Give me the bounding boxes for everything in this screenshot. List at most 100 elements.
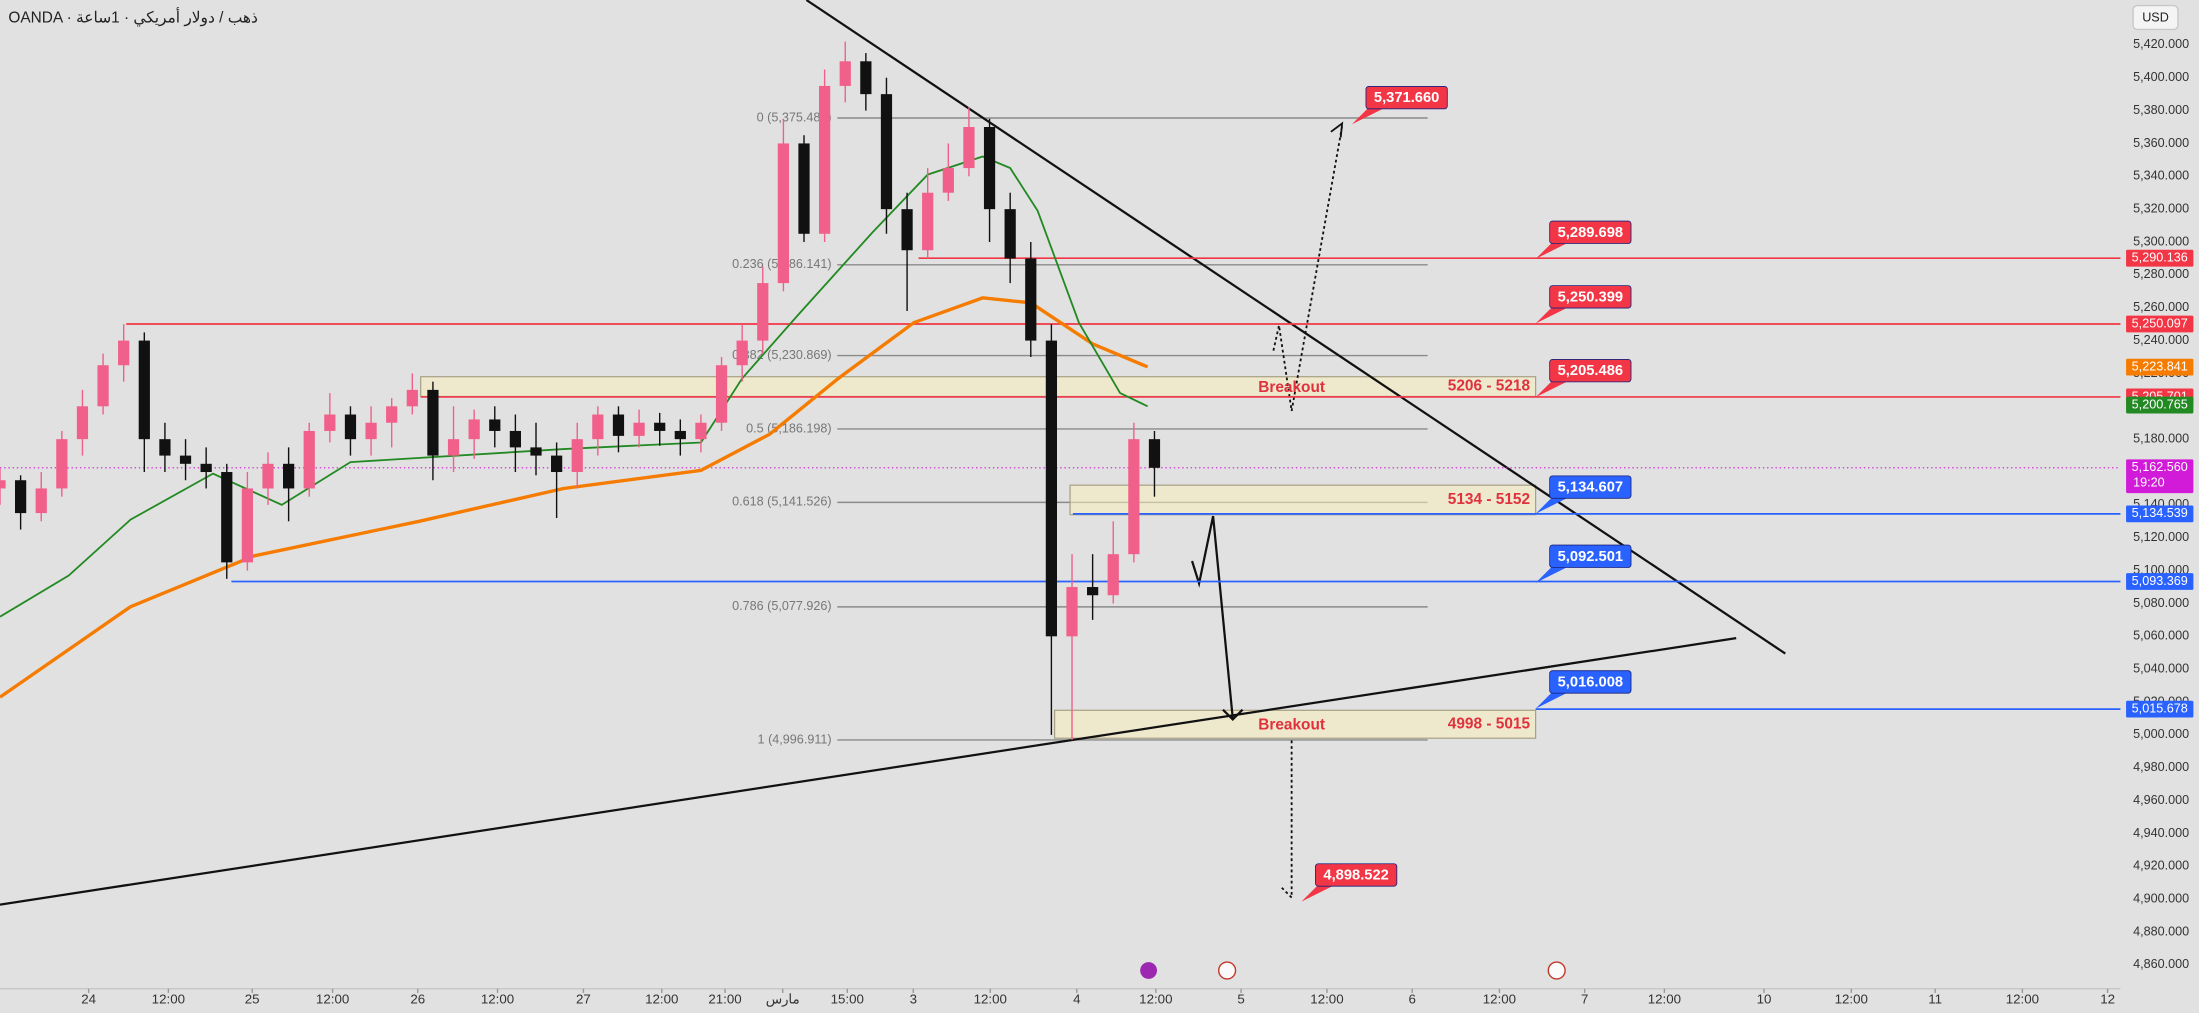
event-icon[interactable] <box>1218 961 1237 980</box>
callout-pointer <box>1535 690 1567 709</box>
y-tick-label: 5,080.000 <box>2133 596 2189 610</box>
y-tick-label: 5,060.000 <box>2133 629 2189 643</box>
x-tick-label: 11 <box>1928 991 1942 1006</box>
candle-body <box>963 127 975 169</box>
x-tick-label: 12:00 <box>1483 991 1516 1006</box>
zone-label: 5206 - 5218 <box>1448 378 1531 395</box>
x-tick-label: 12:00 <box>974 991 1007 1006</box>
callout-pointer <box>1535 305 1567 324</box>
callout-label: 5,289.698 <box>1558 225 1623 241</box>
candle-body <box>509 430 522 448</box>
candle-body <box>819 85 831 234</box>
price-tag <box>2126 573 2194 590</box>
price-tag <box>2126 396 2194 414</box>
candle-body <box>633 422 645 436</box>
fib-label: 0.786 (5,077.926) <box>732 599 832 613</box>
candle-body <box>757 283 769 341</box>
y-tick-label: 5,320.000 <box>2133 201 2189 215</box>
candle-body <box>159 439 171 456</box>
candle-body <box>241 488 253 563</box>
callout-box <box>1549 475 1632 499</box>
projection-arrow <box>1272 126 1344 412</box>
candle-body <box>76 406 89 440</box>
candle-body <box>489 419 501 431</box>
zone <box>1069 484 1537 516</box>
callout-pointer <box>1535 240 1567 259</box>
price-tag <box>2126 459 2194 494</box>
fib-label: 0.618 (5,141.526) <box>732 495 832 509</box>
x-tick-label: 24 <box>81 991 96 1006</box>
candle-body <box>674 430 686 440</box>
price-tag-label: 5,093.369 <box>2132 574 2188 588</box>
x-tick-label: 26 <box>410 991 425 1006</box>
callout-box <box>1549 670 1632 694</box>
x-tick-label: 15:00 <box>831 991 864 1006</box>
arrow-head <box>1330 121 1344 138</box>
y-tick-label: 4,900.000 <box>2133 892 2189 906</box>
y-tick-label: 4,980.000 <box>2133 760 2189 774</box>
candle-body <box>118 340 130 366</box>
candle-body <box>344 414 357 440</box>
x-tick-label: 12:00 <box>1835 991 1868 1006</box>
grid-layer: 0 (5,375.484)0.236 (5,286.141)0.382 (5,2… <box>420 44 2127 966</box>
zone <box>1054 709 1537 739</box>
projection-arrow <box>1190 515 1234 719</box>
y-tick-label: 4,940.000 <box>2133 826 2189 840</box>
trend-line <box>0 637 1737 906</box>
callout-label: 5,205.486 <box>1558 363 1623 379</box>
price-tag-countdown: 19:20 <box>2133 476 2165 490</box>
candle-body <box>1128 439 1140 555</box>
candle-body <box>571 439 583 473</box>
callout-box <box>1315 863 1398 887</box>
price-tag <box>2126 315 2194 333</box>
currency-button[interactable] <box>2132 4 2179 31</box>
candle-body <box>777 143 790 284</box>
candle-body <box>901 209 913 251</box>
callout-label: 4,898.522 <box>1323 868 1388 884</box>
price-tag <box>2126 505 2194 523</box>
callout-pointer <box>1301 883 1333 902</box>
x-tick-label: 10 <box>1757 991 1772 1006</box>
candle-body <box>1045 340 1058 637</box>
event-icon[interactable] <box>1547 961 1566 980</box>
candle-body <box>406 389 418 407</box>
y-tick-label: 4,860.000 <box>2133 957 2189 971</box>
callout-box <box>1549 359 1632 383</box>
fib-label: 0.382 (5,230.869) <box>732 348 832 362</box>
x-tick-label: 6 <box>1408 991 1415 1006</box>
candle-body <box>695 422 707 440</box>
candle-body <box>97 365 109 407</box>
candle-body <box>1107 554 1119 596</box>
x-tick-label: مارس <box>766 991 800 1007</box>
callout-label: 5,016.008 <box>1558 675 1623 691</box>
price-tag <box>2126 249 2194 267</box>
zone-label: 5134 - 5152 <box>1448 491 1530 508</box>
x-tick-label: 12:00 <box>1139 991 1172 1006</box>
y-tick-label: 4,880.000 <box>2133 924 2189 938</box>
candle-body <box>1087 587 1099 596</box>
drawing-layer <box>0 0 2121 906</box>
candle-body <box>880 94 893 210</box>
y-tick-label: 5,340.000 <box>2133 169 2189 183</box>
fib-label: 0.5 (5,186.198) <box>746 421 832 435</box>
candles <box>0 41 1161 740</box>
candle-body <box>365 422 377 440</box>
candle-body <box>200 463 212 473</box>
candle-body <box>592 414 604 440</box>
candle-body <box>468 419 480 440</box>
currency-label[interactable]: USD <box>2142 11 2169 25</box>
candle-body <box>283 463 295 489</box>
y-tick-label: 5,120.000 <box>2133 530 2189 544</box>
callout-label: 5,371.660 <box>1374 90 1439 106</box>
y-tick-label: 5,380.000 <box>2133 103 2189 117</box>
price-tag-label: 5,223.841 <box>2132 359 2188 373</box>
arrow-head <box>1222 708 1244 722</box>
callout-box <box>1549 220 1632 244</box>
event-icon[interactable] <box>1140 962 1157 979</box>
candle-body <box>303 430 315 489</box>
zone-label: 4998 - 5015 <box>1448 715 1531 732</box>
candle-body <box>1148 439 1161 468</box>
x-tick-label: 27 <box>576 991 591 1006</box>
candle-body <box>942 168 954 193</box>
